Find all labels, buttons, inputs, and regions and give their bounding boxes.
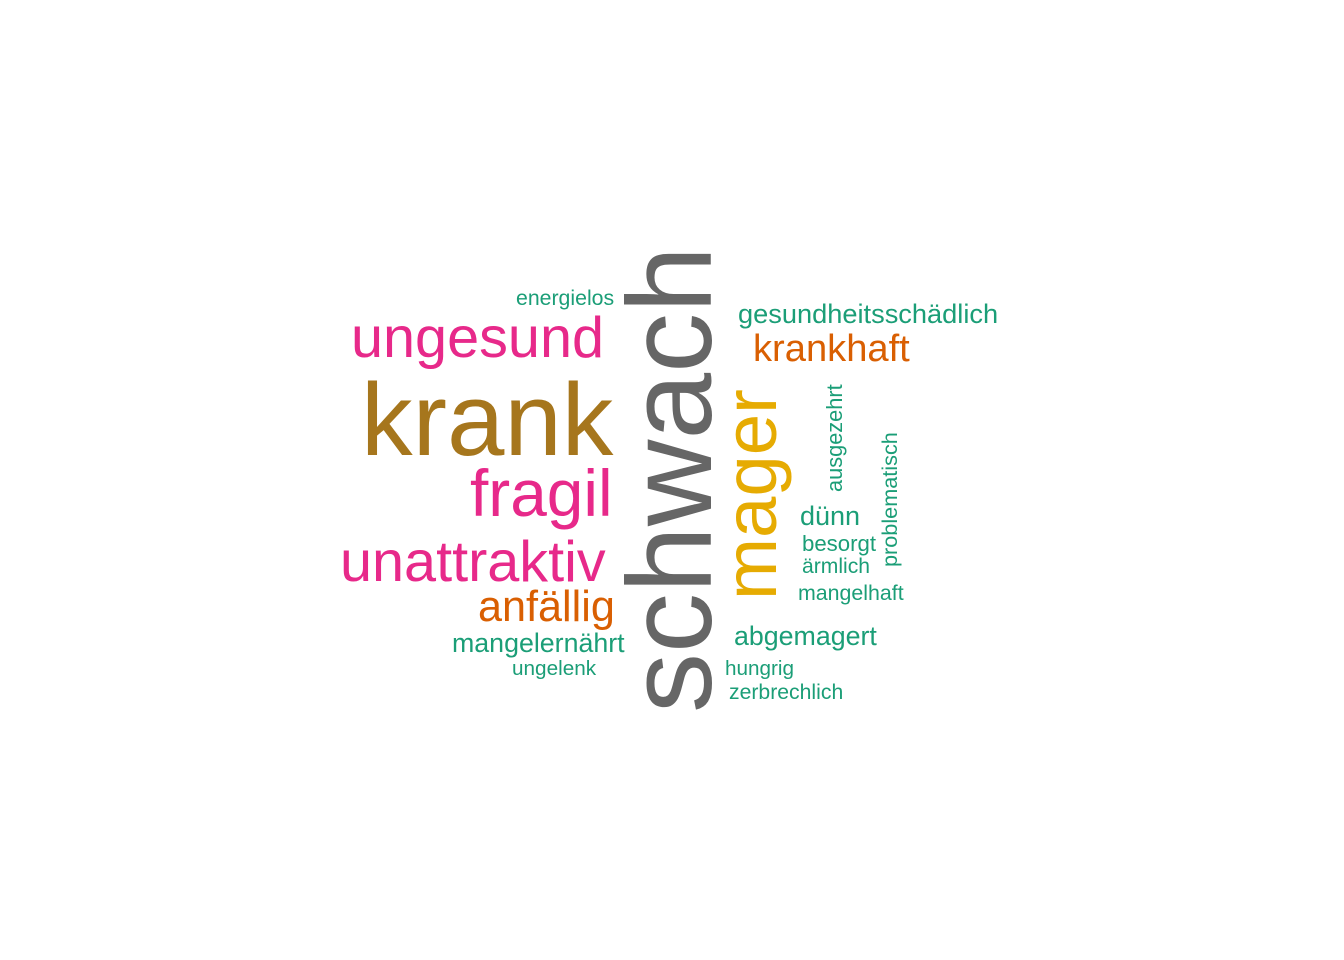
word-aermlich: ärmlich xyxy=(802,554,871,578)
word-ungesund: ungesund xyxy=(351,306,605,370)
word-ungelenk: ungelenk xyxy=(512,656,597,680)
word-ausgezehrt: ausgezehrt xyxy=(822,384,847,492)
word-abgemagert: abgemagert xyxy=(734,621,877,651)
word-zerbrechlich: zerbrechlich xyxy=(729,680,844,704)
word-problematisch: problematisch xyxy=(876,432,902,567)
word-anfaellig: anfällig xyxy=(478,583,615,631)
word-krank: krank xyxy=(361,361,614,477)
word-energielos: energielos xyxy=(516,286,615,310)
word-gesundheitsschaedlich: gesundheitsschädlich xyxy=(738,297,999,329)
word-mangelhaft: mangelhaft xyxy=(798,580,904,605)
word-krankhaft: krankhaft xyxy=(753,327,910,370)
word-fragil: fragil xyxy=(470,456,613,530)
word-besorgt: besorgt xyxy=(802,531,877,556)
word-duenn: dünn xyxy=(800,501,861,531)
word-mangelernaehrt: mangelernährt xyxy=(452,627,625,658)
word-unattraktiv: unattraktiv xyxy=(340,530,606,594)
word-mager: mager xyxy=(709,389,792,600)
word-hungrig: hungrig xyxy=(725,656,795,680)
